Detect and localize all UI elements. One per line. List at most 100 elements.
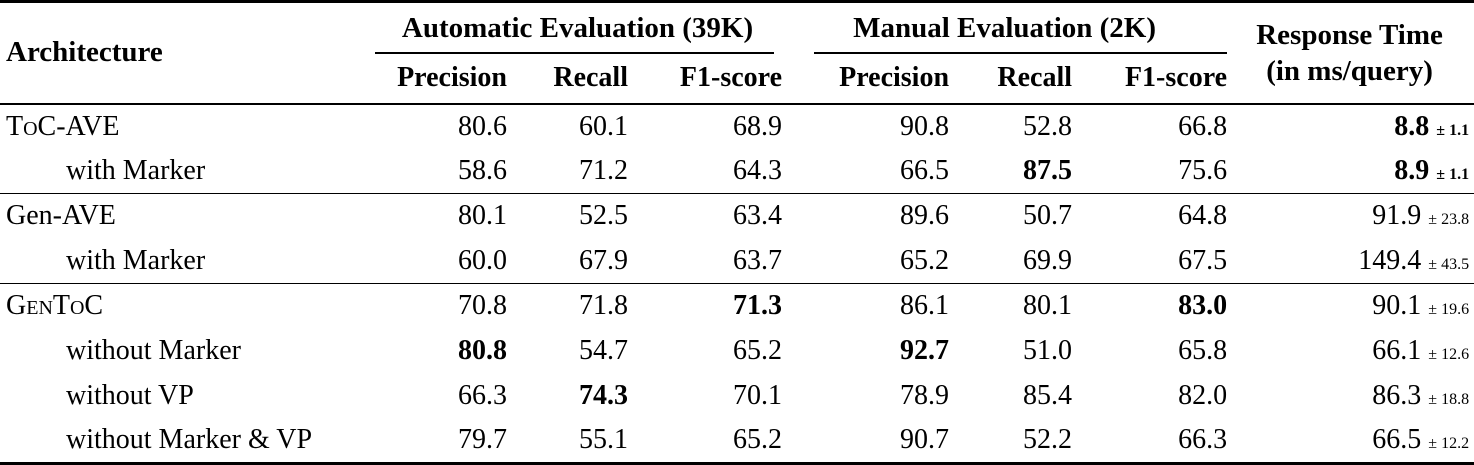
header-recall-auto: Recall	[553, 62, 628, 93]
value: 79.7	[458, 424, 507, 456]
value: 71.2	[579, 154, 628, 186]
value: 66.3	[458, 380, 507, 411]
metric-value: 86.1	[782, 283, 950, 329]
value: 66.8	[1178, 110, 1228, 142]
architecture-cell: without Marker & VP	[0, 419, 373, 464]
header-precision-auto: Precision	[397, 62, 507, 93]
metric-value: 52.8	[949, 102, 1073, 149]
architecture-cell: with Marker	[0, 149, 373, 194]
architecture-label: GenToC	[6, 290, 104, 322]
value: 64.3	[733, 154, 783, 186]
value: 65.2	[900, 244, 950, 276]
metric-value: 58.6	[373, 149, 507, 194]
value: 68.9	[733, 110, 783, 142]
response-time-cell: 91.9 ± 23.8	[1227, 193, 1474, 239]
metric-value: 66.5	[782, 149, 949, 194]
architecture-label: ToC-AVE	[6, 110, 120, 142]
value: 52.5	[579, 200, 628, 232]
metric-value: 90.8	[782, 102, 950, 149]
response-time-stddev: ± 18.8	[1428, 391, 1470, 408]
response-time-stddev: ± 43.5	[1428, 255, 1470, 273]
value: 83.0	[1178, 290, 1228, 322]
header-group-automatic: Automatic Evaluation (39K)	[373, 2, 782, 54]
metric-value: 60.0	[373, 239, 507, 284]
metric-value: 52.5	[507, 193, 628, 239]
architecture-cell: without VP	[0, 374, 373, 419]
value: 63.7	[733, 244, 783, 276]
header-f1-auto: F1-score	[679, 62, 783, 93]
metric-value: 92.7	[782, 329, 949, 374]
value: 55.1	[579, 424, 628, 456]
metric-value: 65.2	[628, 329, 782, 374]
response-time-stddev: ± 23.8	[1428, 211, 1470, 229]
metric-value: 82.0	[1072, 374, 1227, 419]
architecture-label: with Marker	[66, 244, 206, 276]
value: 80.6	[458, 110, 507, 142]
response-time-value: 8.8	[1394, 110, 1430, 142]
response-time-value: 149.4	[1358, 244, 1422, 276]
metric-value: 67.5	[1072, 239, 1227, 284]
header-recall-manual: Recall	[997, 62, 1073, 93]
metric-value: 65.8	[1072, 329, 1227, 374]
response-time-cell: 8.8 ± 1.1	[1227, 102, 1474, 149]
value: 75.6	[1178, 154, 1228, 186]
architecture-cell: with Marker	[0, 239, 373, 284]
metric-value: 63.4	[628, 193, 783, 239]
metric-value: 63.7	[628, 239, 782, 284]
value: 92.7	[900, 335, 950, 366]
value: 58.6	[458, 154, 507, 186]
table-body: ToC-AVE 80.6 60.1 68.9 90.8 52.8 66.8 8.…	[0, 102, 1474, 464]
metric-value: 80.8	[373, 329, 507, 374]
value: 54.7	[579, 335, 628, 366]
response-time-cell: 8.9 ± 1.1	[1227, 149, 1474, 194]
metric-value: 68.9	[628, 102, 783, 149]
header-group-manual-label: Manual Evaluation (2K)	[853, 11, 1157, 44]
value: 80.1	[458, 200, 507, 232]
value: 78.9	[900, 380, 950, 411]
metric-value: 70.1	[628, 374, 782, 419]
metric-value: 89.6	[782, 193, 950, 239]
table-row: GenToC 70.8 71.8 71.3 86.1 80.1 83.0 90.…	[0, 283, 1474, 329]
metric-value: 50.7	[949, 193, 1073, 239]
metric-value: 65.2	[628, 419, 782, 464]
table-header: Architecture Automatic Evaluation (39K) …	[0, 2, 1474, 104]
value: 86.1	[900, 290, 950, 322]
value: 65.2	[733, 424, 783, 456]
architecture-label: Gen-AVE	[6, 200, 116, 232]
metric-value: 64.8	[1072, 193, 1228, 239]
metric-value: 83.0	[1072, 283, 1228, 329]
value: 64.8	[1178, 200, 1228, 232]
response-time-value: 66.1	[1372, 335, 1422, 366]
metric-value: 51.0	[949, 329, 1072, 374]
architecture-cell: Gen-AVE	[0, 193, 373, 239]
header-metric-row: Precision Recall F1-score Precision Reca…	[0, 54, 1474, 104]
group-underline-manual	[814, 51, 1228, 54]
metric-value: 54.7	[507, 329, 628, 374]
value: 90.7	[900, 424, 950, 456]
response-time-stddev: ± 12.2	[1428, 435, 1470, 453]
response-time-stddev: ± 1.1	[1436, 165, 1470, 183]
header-response-time-line2: (in ms/query)	[1266, 54, 1433, 87]
metric-value: 90.7	[782, 419, 949, 464]
response-time-value: 90.1	[1372, 290, 1422, 322]
metric-value: 70.8	[373, 283, 507, 329]
metric-value: 66.3	[1072, 419, 1227, 464]
header-group-manual: Manual Evaluation (2K)	[782, 2, 1228, 54]
response-time-value: 66.5	[1372, 424, 1422, 456]
value: 60.0	[458, 244, 507, 276]
value: 66.3	[1178, 424, 1228, 456]
metric-value: 64.3	[628, 149, 782, 194]
architecture-cell: GenToC	[0, 283, 373, 329]
metric-value: 65.2	[782, 239, 949, 284]
metric-value: 75.6	[1072, 149, 1227, 194]
metric-value: 69.9	[949, 239, 1072, 284]
header-response-time: Response Time (in ms/query)	[1227, 2, 1474, 104]
group-underline-automatic	[375, 51, 775, 54]
metric-value: 66.3	[373, 374, 507, 419]
value: 69.9	[1023, 244, 1073, 276]
metric-value: 71.8	[507, 283, 628, 329]
value: 90.8	[900, 110, 950, 142]
response-time-cell: 90.1 ± 19.6	[1227, 283, 1474, 329]
architecture-label: with Marker	[66, 154, 206, 186]
